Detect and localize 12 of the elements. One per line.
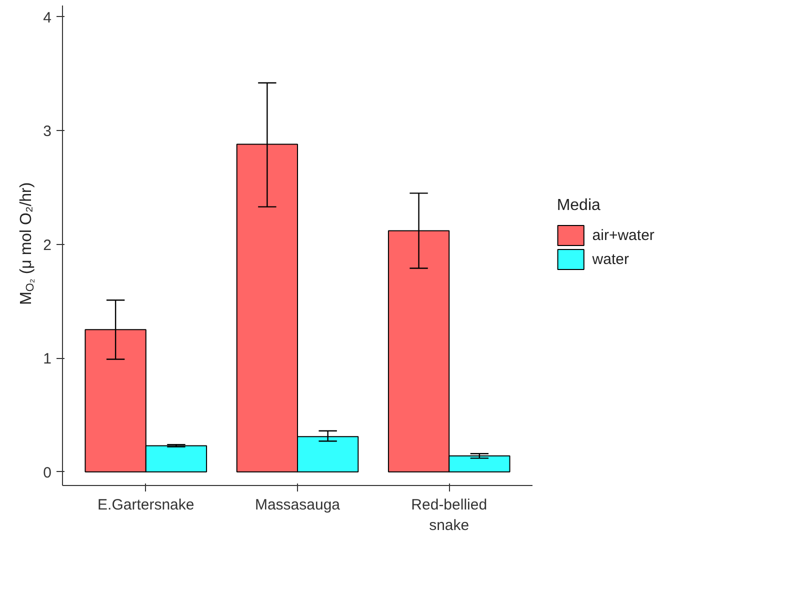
x-tick-label: Massasauga (254, 496, 341, 514)
x-tick-label: Red-bellied snake (411, 496, 488, 534)
y-tick-label: 1 (43, 350, 52, 368)
y-tick-label: 0 (43, 464, 52, 482)
y-axis-title: MO₂ (μ mol O₂/hr) (18, 182, 36, 305)
y-tick-label: 3 (43, 123, 52, 140)
legend-label: water (591, 251, 629, 268)
y-tick-label: 4 (43, 9, 52, 26)
y-tick-label: 2 (43, 236, 52, 254)
legend-title: Media (556, 197, 601, 214)
x-tick-label: E.Gartersnake (98, 496, 194, 514)
legend-label: air+water (592, 227, 654, 244)
